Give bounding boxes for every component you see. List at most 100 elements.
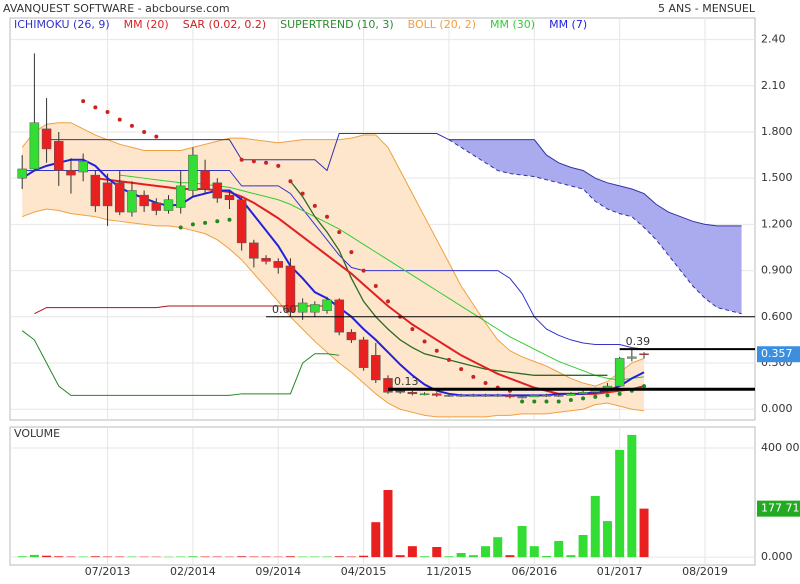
legend-item: ICHIMOKU (26, 9) bbox=[14, 18, 110, 31]
sar-dot bbox=[142, 130, 146, 134]
volume-bar bbox=[310, 557, 319, 558]
candle-body bbox=[152, 203, 161, 211]
sar-dot bbox=[325, 215, 329, 219]
candle-body bbox=[371, 355, 380, 380]
level-label: 0.13 bbox=[394, 375, 419, 388]
candle-body bbox=[164, 200, 173, 211]
sar-dot bbox=[374, 284, 378, 288]
x-tick-label: 06/2016 bbox=[511, 565, 557, 578]
candle-body bbox=[457, 395, 466, 396]
candle-body bbox=[42, 129, 51, 149]
volume-bar bbox=[30, 555, 39, 557]
sar-dot bbox=[93, 105, 97, 109]
sar-dot bbox=[276, 164, 280, 168]
y-tick-label: 1.800 bbox=[761, 125, 793, 138]
volume-bar bbox=[591, 496, 600, 557]
candle-body bbox=[359, 340, 368, 368]
volume-bar bbox=[54, 556, 63, 557]
volume-bar bbox=[42, 556, 51, 557]
volume-bar bbox=[579, 535, 588, 557]
volume-bar bbox=[201, 557, 210, 558]
y-tick-label: 0.900 bbox=[761, 264, 793, 277]
sar-dot bbox=[337, 230, 341, 234]
x-tick-label: 09/2014 bbox=[255, 565, 301, 578]
volume-bar bbox=[554, 541, 563, 557]
volume-bar bbox=[640, 509, 649, 557]
page-title: AVANQUEST SOFTWARE - abcbourse.com bbox=[3, 2, 230, 15]
sar-dot bbox=[288, 179, 292, 183]
candle-body bbox=[127, 191, 136, 213]
candle-body bbox=[432, 394, 441, 396]
sar-dot bbox=[581, 396, 585, 400]
candle-body bbox=[30, 123, 39, 169]
volume-bar bbox=[469, 555, 478, 557]
candle-body bbox=[518, 397, 527, 398]
candle-body bbox=[91, 175, 100, 206]
volume-bar bbox=[18, 556, 27, 557]
volume-bar bbox=[383, 490, 392, 557]
sar-dot bbox=[386, 299, 390, 303]
candle-body bbox=[213, 183, 222, 198]
volume-bar bbox=[298, 557, 307, 558]
sar-dot bbox=[569, 398, 573, 402]
sar-dot bbox=[447, 358, 451, 362]
sar-dot bbox=[191, 222, 195, 226]
sar-dot bbox=[313, 204, 317, 208]
sar-dot bbox=[618, 392, 622, 396]
candle-body bbox=[542, 395, 551, 396]
sar-dot bbox=[642, 384, 646, 388]
candle-body bbox=[249, 243, 258, 258]
candle-body bbox=[335, 300, 344, 332]
sar-dot bbox=[81, 99, 85, 103]
sar-dot bbox=[520, 400, 524, 404]
volume-bar bbox=[408, 546, 417, 557]
y-tick-label: 0.000 bbox=[761, 550, 793, 563]
candle-body bbox=[188, 155, 197, 190]
volume-bar bbox=[115, 557, 124, 558]
legend-item: MM (30) bbox=[490, 18, 535, 31]
x-tick-label: 04/2015 bbox=[341, 565, 387, 578]
sar-dot bbox=[423, 339, 427, 343]
volume-bar bbox=[79, 557, 88, 558]
candle-body bbox=[408, 392, 417, 394]
legend-item: SAR (0.02, 0.2) bbox=[183, 18, 266, 31]
y-tick-label: 1.200 bbox=[761, 217, 793, 230]
volume-bar bbox=[127, 557, 136, 558]
volume-bar bbox=[481, 546, 490, 557]
candle-body bbox=[566, 394, 575, 396]
volume-bar bbox=[335, 556, 344, 557]
candle-body bbox=[420, 394, 429, 395]
candle-body bbox=[176, 186, 185, 208]
sar-dot bbox=[301, 192, 305, 196]
volume-bar bbox=[457, 553, 466, 557]
candle-body bbox=[530, 395, 539, 397]
candle-body bbox=[481, 395, 490, 396]
x-tick-label: 08/2019 bbox=[682, 565, 728, 578]
volume-bar bbox=[615, 450, 624, 557]
volume-bar bbox=[103, 557, 112, 558]
candle-body bbox=[396, 391, 405, 393]
y-tick-label: 2.10 bbox=[761, 79, 786, 92]
candle-body bbox=[615, 358, 624, 386]
candle-body bbox=[18, 169, 27, 178]
sar-dot bbox=[130, 124, 134, 128]
y-tick-label: 0.000 bbox=[761, 402, 793, 415]
x-tick-label: 07/2013 bbox=[85, 565, 131, 578]
candle-body bbox=[505, 395, 514, 397]
volume-bar bbox=[188, 556, 197, 557]
candle-body bbox=[66, 170, 75, 175]
volume-bar bbox=[213, 557, 222, 558]
volume-bar bbox=[444, 556, 453, 557]
volume-bar bbox=[396, 555, 405, 557]
candle-body bbox=[225, 195, 234, 200]
candle-body bbox=[493, 395, 502, 396]
candle-body bbox=[579, 392, 588, 394]
volume-bar bbox=[493, 537, 502, 557]
x-tick-label: 01/2017 bbox=[597, 565, 643, 578]
sar-dot bbox=[605, 393, 609, 397]
x-tick-label: 11/2015 bbox=[426, 565, 472, 578]
sar-dot bbox=[593, 395, 597, 399]
candle-body bbox=[444, 395, 453, 396]
sar-dot bbox=[544, 400, 548, 404]
